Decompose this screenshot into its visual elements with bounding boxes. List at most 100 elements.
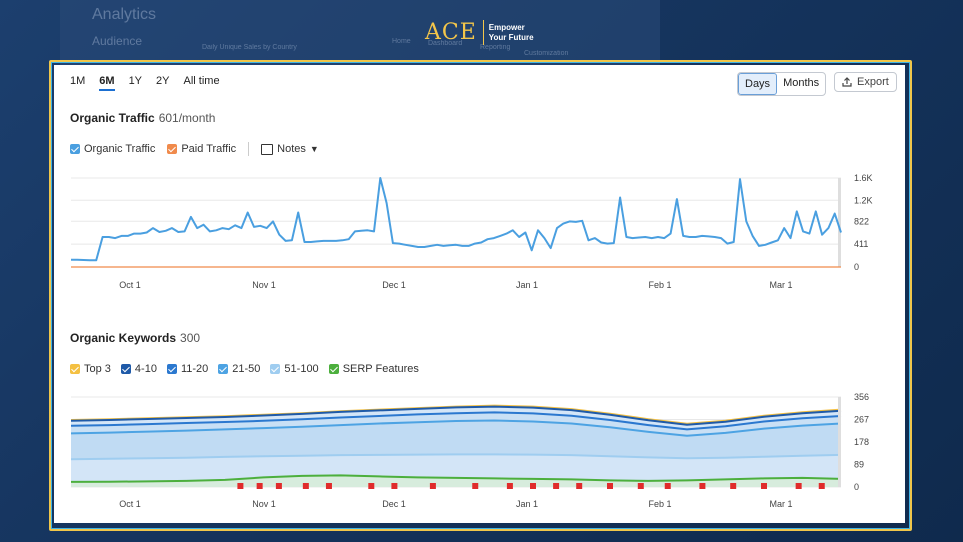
logo-tagline-1: Empower xyxy=(488,22,525,32)
traffic-chart-edge xyxy=(838,178,841,267)
months-button[interactable]: Months xyxy=(783,77,820,89)
kw-x-tick: Jan 1 xyxy=(516,499,538,509)
chevron-down-icon: ▼ xyxy=(309,144,319,154)
kw-series-line xyxy=(70,405,842,426)
background-nav-dashboard: Dashboard xyxy=(428,40,463,47)
traffic-legend: Organic Traffic Paid Traffic Notes ▼ xyxy=(70,142,319,156)
traffic-title-text: Organic Traffic xyxy=(70,111,155,125)
serp-flag-marker[interactable] xyxy=(368,483,375,489)
keywords-title-text: Organic Keywords xyxy=(70,331,177,345)
kw-checkbox-1[interactable] xyxy=(120,364,131,374)
serp-flag-marker[interactable] xyxy=(256,483,263,489)
paid-traffic-checkbox[interactable] xyxy=(167,144,178,154)
serp-flag-marker[interactable] xyxy=(761,483,767,489)
serp-flag-marker[interactable] xyxy=(795,483,802,489)
serp-flag-marker[interactable] xyxy=(818,483,825,489)
traffic-y-tick: 411 xyxy=(854,239,868,249)
legend-kw-4[interactable]: 51-100 xyxy=(270,363,319,375)
kw-y-tick: 89 xyxy=(854,460,864,470)
range-tabs: 1M 6M 1Y 2Y All time xyxy=(70,75,220,91)
notes-label: Notes xyxy=(277,143,306,155)
serp-flag-marker[interactable] xyxy=(530,483,536,489)
kw-checkbox-3[interactable] xyxy=(218,364,229,374)
legend-divider xyxy=(248,142,250,156)
kw-series-line xyxy=(70,453,842,461)
serp-flag-marker[interactable] xyxy=(237,483,244,489)
organic-traffic-checkbox[interactable] xyxy=(70,144,80,154)
serp-flag-marker[interactable] xyxy=(302,483,309,489)
serp-flag-marker[interactable] xyxy=(275,483,282,489)
kw-checkbox-4[interactable] xyxy=(270,364,281,374)
highlight-frame xyxy=(49,60,912,531)
traffic-x-tick: Jan 1 xyxy=(516,280,538,290)
kw-x-tick: Oct 1 xyxy=(119,499,141,509)
serp-flag-marker[interactable] xyxy=(664,483,671,489)
notes-icon xyxy=(261,143,274,155)
traffic-x-tick: Feb 1 xyxy=(648,280,671,290)
background-nav-home: Home xyxy=(392,38,411,45)
legend-kw-1[interactable]: 4-10 xyxy=(120,363,157,375)
kw-x-tick: Feb 1 xyxy=(648,499,671,509)
kw-y-tick: 267 xyxy=(854,415,869,425)
traffic-x-tick: Oct 1 xyxy=(119,280,141,290)
logo-tagline-2: Your Future xyxy=(488,32,534,42)
serp-flag-marker[interactable] xyxy=(607,483,613,489)
background-nav-reporting: Reporting xyxy=(480,44,511,51)
keywords-subtitle: 300 xyxy=(180,331,201,345)
tab-2y[interactable]: 2Y xyxy=(156,75,170,87)
serp-flag-marker[interactable] xyxy=(730,483,737,489)
legend-kw-3[interactable]: 21-50 xyxy=(218,363,260,375)
traffic-title: Organic Traffic 601/month xyxy=(70,111,215,125)
serp-flag-marker[interactable] xyxy=(429,483,436,489)
serp-flag-marker[interactable] xyxy=(506,483,513,489)
kw-checkbox-2[interactable] xyxy=(166,364,177,374)
legend-kw-label-4: 51-100 xyxy=(284,363,319,375)
serp-flag-marker[interactable] xyxy=(391,483,398,489)
serp-flag-marker[interactable] xyxy=(472,483,479,489)
kw-checkbox-5[interactable] xyxy=(328,364,339,374)
serp-flag-marker[interactable] xyxy=(576,483,583,489)
legend-kw-label-5: SERP Features xyxy=(342,363,419,375)
legend-kw-label-3: 21-50 xyxy=(232,363,261,375)
tab-6m[interactable]: 6M xyxy=(99,75,115,91)
tab-all-time[interactable]: All time xyxy=(183,75,220,87)
tab-1y[interactable]: 1Y xyxy=(128,75,143,87)
traffic-y-tick: 822 xyxy=(854,216,869,226)
background-audience: Audience xyxy=(92,34,143,48)
days-button[interactable]: Days xyxy=(738,73,778,95)
kw-series-line xyxy=(70,474,842,483)
serp-flag-marker[interactable] xyxy=(637,483,644,489)
export-label: Export xyxy=(857,76,889,88)
legend-kw-5[interactable]: SERP Features xyxy=(328,363,419,375)
tab-1m[interactable]: 1M xyxy=(70,75,86,87)
kw-x-tick: Nov 1 xyxy=(252,499,276,509)
kw-series-line xyxy=(70,419,842,437)
export-button[interactable]: Export xyxy=(834,72,897,92)
keywords-title: Organic Keywords 300 xyxy=(70,331,200,345)
kw-x-tick: Mar 1 xyxy=(769,499,792,509)
legend-paid-traffic[interactable]: Paid Traffic xyxy=(167,143,236,155)
traffic-x-tick: Mar 1 xyxy=(769,280,792,290)
serp-flag-marker[interactable] xyxy=(699,483,706,489)
legend-kw-0[interactable]: Top 3 xyxy=(70,363,111,375)
kw-checkbox-0[interactable] xyxy=(70,364,80,374)
traffic-y-tick: 1.2K xyxy=(854,195,873,205)
legend-organic-traffic-label: Organic Traffic xyxy=(84,143,156,155)
legend-paid-traffic-label: Paid Traffic xyxy=(181,143,237,155)
legend-kw-label-0: Top 3 xyxy=(84,363,111,375)
serp-flag-marker[interactable] xyxy=(553,483,560,489)
notes-dropdown[interactable]: Notes ▼ xyxy=(261,143,319,155)
organic-traffic-line xyxy=(71,177,842,262)
traffic-x-tick: Nov 1 xyxy=(252,280,276,290)
logo-tagline: Empower Your Future xyxy=(484,23,534,43)
ace-logo: ACE Empower Your Future xyxy=(425,20,534,45)
traffic-y-tick: 1.6K xyxy=(854,173,873,183)
serp-flag-marker[interactable] xyxy=(325,483,332,489)
kw-x-tick: Dec 1 xyxy=(382,499,406,509)
kw-y-tick: 178 xyxy=(854,437,869,447)
legend-kw-2[interactable]: 11-20 xyxy=(166,363,208,375)
traffic-y-tick: 0 xyxy=(854,262,859,272)
export-icon xyxy=(842,77,852,87)
legend-organic-traffic[interactable]: Organic Traffic xyxy=(70,143,155,155)
logo-brand: ACE xyxy=(425,20,484,45)
